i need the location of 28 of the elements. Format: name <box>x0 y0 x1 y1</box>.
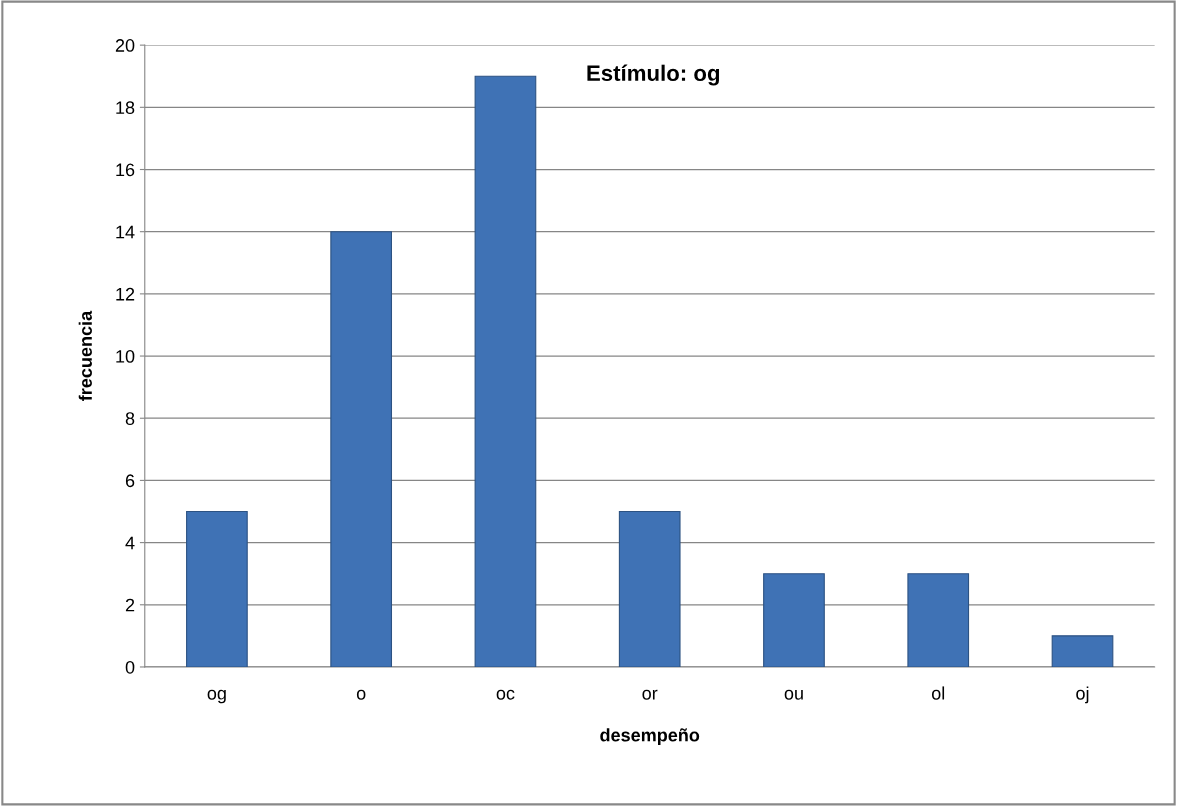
y-axis-title: frecuencia <box>78 310 92 401</box>
y-tick-label: 18 <box>116 101 135 115</box>
bar <box>330 231 393 667</box>
x-tick-label: ol <box>931 686 945 700</box>
y-tick-label: 12 <box>116 287 135 301</box>
x-tick-label: oj <box>1076 686 1089 704</box>
x-tick-label: oc <box>496 689 515 700</box>
y-tick-label: 6 <box>125 474 135 488</box>
bar <box>618 510 681 667</box>
text: Estímulo: og <box>587 64 720 86</box>
y-tick-label: 2 <box>125 598 135 612</box>
y-tick-label: 14 <box>116 225 135 239</box>
x-axis-title: desempeño <box>600 728 700 746</box>
x-tick-label: og <box>207 689 226 704</box>
bar <box>474 75 537 667</box>
y-tick-label: 4 <box>125 536 135 550</box>
y-tick-label: 20 <box>115 39 135 52</box>
bar <box>907 573 970 667</box>
y-tick-label: 0 <box>125 660 135 674</box>
y-tick-label: 8 <box>125 412 135 425</box>
x-tick-label: or <box>642 689 658 700</box>
y-tick-label: 10 <box>116 349 135 363</box>
bar <box>186 510 248 667</box>
y-tick-label: 16 <box>116 163 135 177</box>
bar <box>1051 635 1114 667</box>
x-tick-label: o <box>356 689 366 700</box>
bar <box>763 573 825 667</box>
x-tick-label: ou <box>784 689 803 700</box>
